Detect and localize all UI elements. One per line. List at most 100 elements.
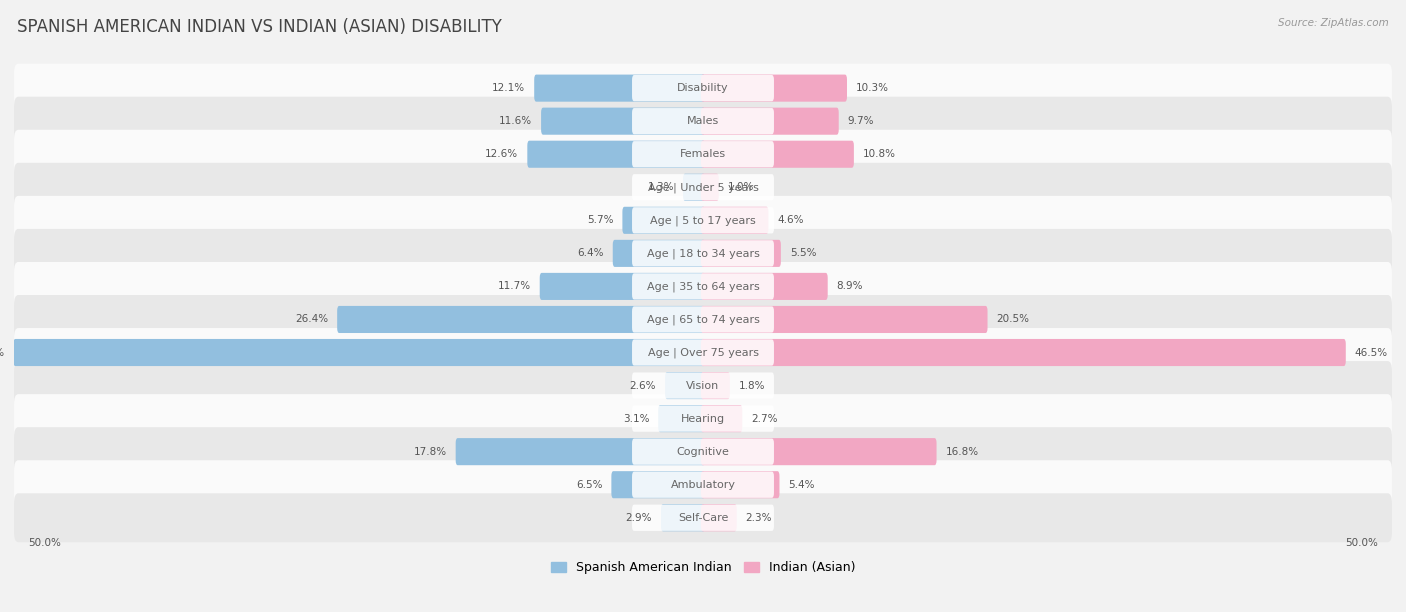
FancyBboxPatch shape [14,339,704,366]
FancyBboxPatch shape [633,340,773,365]
FancyBboxPatch shape [633,174,773,200]
FancyBboxPatch shape [661,504,704,531]
FancyBboxPatch shape [702,438,936,465]
Text: Source: ZipAtlas.com: Source: ZipAtlas.com [1278,18,1389,28]
Text: 2.3%: 2.3% [745,513,772,523]
Text: Self-Care: Self-Care [678,513,728,523]
Text: 49.9%: 49.9% [0,348,4,357]
FancyBboxPatch shape [527,141,704,168]
FancyBboxPatch shape [633,406,773,431]
FancyBboxPatch shape [702,504,737,531]
FancyBboxPatch shape [702,240,780,267]
Text: 5.5%: 5.5% [790,248,817,258]
Text: SPANISH AMERICAN INDIAN VS INDIAN (ASIAN) DISABILITY: SPANISH AMERICAN INDIAN VS INDIAN (ASIAN… [17,18,502,36]
FancyBboxPatch shape [633,75,773,101]
FancyBboxPatch shape [14,196,1392,245]
FancyBboxPatch shape [633,307,773,332]
Text: Ambulatory: Ambulatory [671,480,735,490]
FancyBboxPatch shape [702,405,742,432]
FancyBboxPatch shape [541,108,704,135]
FancyBboxPatch shape [702,306,987,333]
Text: 1.0%: 1.0% [728,182,754,192]
FancyBboxPatch shape [702,75,846,102]
Text: 10.8%: 10.8% [863,149,896,159]
FancyBboxPatch shape [702,273,828,300]
Text: Age | 65 to 74 years: Age | 65 to 74 years [647,314,759,325]
FancyBboxPatch shape [456,438,704,465]
Text: Age | Over 75 years: Age | Over 75 years [648,347,758,358]
FancyBboxPatch shape [14,163,1392,212]
FancyBboxPatch shape [14,130,1392,179]
Text: 46.5%: 46.5% [1355,348,1388,357]
FancyBboxPatch shape [702,471,779,498]
Text: Age | 18 to 34 years: Age | 18 to 34 years [647,248,759,259]
Text: 5.7%: 5.7% [586,215,613,225]
Legend: Spanish American Indian, Indian (Asian): Spanish American Indian, Indian (Asian) [546,556,860,579]
FancyBboxPatch shape [633,108,773,134]
FancyBboxPatch shape [534,75,704,102]
FancyBboxPatch shape [633,241,773,266]
Text: 8.9%: 8.9% [837,282,863,291]
FancyBboxPatch shape [633,373,773,398]
Text: 12.6%: 12.6% [485,149,519,159]
FancyBboxPatch shape [633,439,773,465]
Text: 10.3%: 10.3% [856,83,889,93]
FancyBboxPatch shape [14,427,1392,476]
Text: 2.7%: 2.7% [751,414,778,424]
FancyBboxPatch shape [14,97,1392,146]
FancyBboxPatch shape [14,328,1392,377]
FancyBboxPatch shape [14,493,1392,542]
Text: 50.0%: 50.0% [1346,537,1378,548]
Text: Females: Females [681,149,725,159]
Text: 16.8%: 16.8% [945,447,979,457]
Text: Age | 5 to 17 years: Age | 5 to 17 years [650,215,756,226]
Text: Age | 35 to 64 years: Age | 35 to 64 years [647,281,759,292]
FancyBboxPatch shape [702,207,769,234]
Text: 6.4%: 6.4% [578,248,603,258]
Text: 4.6%: 4.6% [778,215,804,225]
FancyBboxPatch shape [702,339,1346,366]
Text: 3.1%: 3.1% [623,414,650,424]
FancyBboxPatch shape [623,207,704,234]
FancyBboxPatch shape [540,273,704,300]
Text: Males: Males [688,116,718,126]
Text: Disability: Disability [678,83,728,93]
Text: 50.0%: 50.0% [28,537,60,548]
Text: 6.5%: 6.5% [576,480,602,490]
FancyBboxPatch shape [14,460,1392,509]
Text: 12.1%: 12.1% [492,83,526,93]
Text: 17.8%: 17.8% [413,447,447,457]
Text: 9.7%: 9.7% [848,116,875,126]
FancyBboxPatch shape [14,361,1392,410]
FancyBboxPatch shape [633,274,773,299]
Text: 2.6%: 2.6% [630,381,657,390]
FancyBboxPatch shape [633,505,773,531]
Text: Hearing: Hearing [681,414,725,424]
Text: 2.9%: 2.9% [626,513,652,523]
Text: 1.8%: 1.8% [738,381,765,390]
Text: Cognitive: Cognitive [676,447,730,457]
Text: 11.7%: 11.7% [498,282,531,291]
FancyBboxPatch shape [613,240,704,267]
Text: Vision: Vision [686,381,720,390]
Text: 26.4%: 26.4% [295,315,328,324]
FancyBboxPatch shape [14,64,1392,113]
FancyBboxPatch shape [683,174,704,201]
FancyBboxPatch shape [633,207,773,233]
FancyBboxPatch shape [702,141,853,168]
FancyBboxPatch shape [14,295,1392,344]
FancyBboxPatch shape [633,472,773,498]
FancyBboxPatch shape [665,372,704,399]
FancyBboxPatch shape [702,372,730,399]
Text: Age | Under 5 years: Age | Under 5 years [648,182,758,193]
Text: 11.6%: 11.6% [499,116,531,126]
Text: 20.5%: 20.5% [997,315,1029,324]
FancyBboxPatch shape [658,405,704,432]
FancyBboxPatch shape [14,262,1392,311]
Text: 5.4%: 5.4% [789,480,815,490]
FancyBboxPatch shape [14,394,1392,443]
FancyBboxPatch shape [337,306,704,333]
FancyBboxPatch shape [612,471,704,498]
FancyBboxPatch shape [702,108,839,135]
Text: 1.3%: 1.3% [648,182,673,192]
